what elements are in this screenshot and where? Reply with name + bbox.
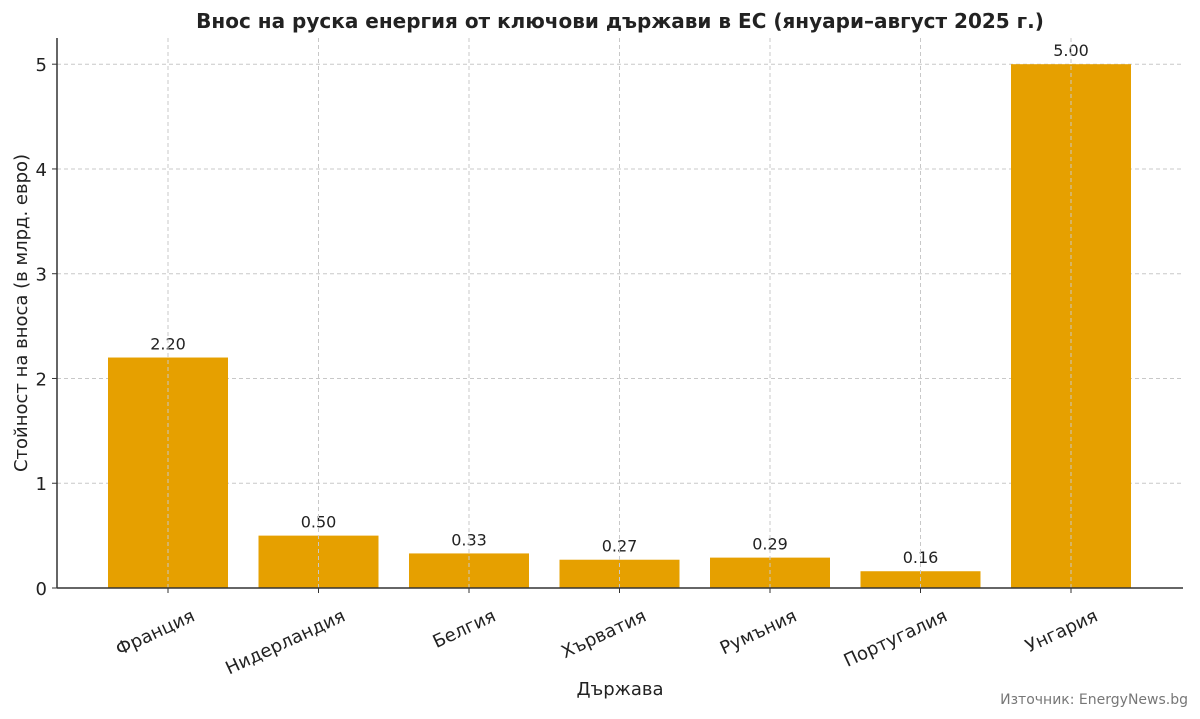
y-tick-label: 3	[36, 265, 47, 286]
data-label: 0.27	[602, 537, 638, 556]
bars: 2.200.500.33 0.27 0.290.165.00	[108, 38, 1131, 588]
y-tick-label: 0	[36, 579, 47, 600]
chart-title: Внос на руска енергия от ключови държави…	[196, 9, 1044, 33]
x-tick-label: Унгария	[1022, 605, 1101, 657]
source-note: Източник: EnergyNews.bg	[1000, 692, 1188, 708]
y-tick-label: 2	[36, 369, 47, 390]
data-label: 0.33	[451, 530, 487, 549]
x-tick-label: Белгия	[430, 605, 500, 652]
x-tick-label: Франция	[113, 605, 198, 660]
x-tick-label: Румъния	[717, 605, 800, 659]
x-tick-label: Португалия	[841, 605, 951, 671]
data-label: 5.00	[1053, 41, 1089, 60]
y-tick-label: 4	[36, 160, 47, 181]
x-axis-label: Държава	[576, 679, 663, 700]
data-label: 2.20	[150, 335, 186, 354]
x-tick-label: Хърватия	[558, 605, 649, 663]
x-tick-label: Нидерландия	[222, 605, 348, 679]
y-tick-label: 1	[36, 474, 47, 495]
y-axis-label: Стойност на вноса (в млрд. евро)	[11, 154, 32, 472]
y-tick-label: 5	[36, 55, 47, 76]
